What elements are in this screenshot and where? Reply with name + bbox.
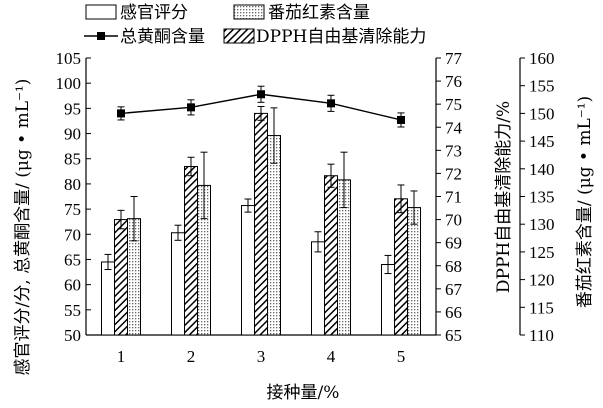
left-tick-label: 65 [64,250,81,269]
x-tick-label: 1 [117,347,126,366]
legend-label-dpph: DPPH自由基清除能力 [256,27,426,47]
right1-tick-label: 76 [445,72,462,91]
right2-tick-label: 125 [529,243,555,262]
left-tick-label: 70 [64,225,81,244]
bar-white [241,205,255,336]
left-tick-label: 105 [56,49,82,68]
legend-label-flavonoid: 总黄酮含量 [120,27,205,47]
right1-tick-label: 77 [445,49,463,68]
left-tick-label: 85 [64,150,81,169]
left-tick-label: 80 [64,175,81,194]
flavonoid-point [327,99,335,108]
legend-label-sensory: 感官评分 [120,3,188,23]
legend-swatch-dots-box [233,4,265,20]
legend-label-lycopene: 番茄红素含量 [268,3,370,23]
right1-tick-label: 73 [445,141,462,160]
bar-white [311,241,325,336]
left-tick-label: 60 [64,276,81,295]
bars [101,105,421,336]
right2-axis-label: 番茄红素含量/ (μg • mL⁻¹) [575,96,595,308]
x-tick-label: 4 [327,347,336,366]
left-tick-label: 100 [56,74,82,93]
right1-tick-label: 74 [445,118,463,137]
bar-hatch [394,198,408,336]
axes: 50 55 60 65 70 75 80 85 90 95 100 105 65 66 67 68 69 70 71… [56,49,555,366]
right1-tick-label: 70 [445,211,462,230]
x-axis-label: 接种量/% [267,383,340,403]
legend-item-sensory: 感官评分 [85,3,188,23]
left-tick-label: 95 [64,99,81,118]
left-tick-label: 90 [64,125,81,144]
right2-tick-label: 150 [529,104,555,123]
legend-swatch-square-marker [97,32,105,40]
bar-dots [267,135,281,336]
bar-dots [407,207,421,336]
right1-tick-label: 67 [445,280,463,299]
x-tick-label: 3 [257,347,266,366]
right2-tick-label: 160 [529,49,555,68]
left-tick-label: 50 [64,326,81,345]
x-tick-label: 5 [397,347,406,366]
right2-tick-label: 140 [529,160,555,179]
right2-tick-label: 120 [529,271,555,290]
right1-tick-label: 65 [445,326,462,345]
right2-tick-label: 135 [529,188,555,207]
left-tick-label: 55 [64,301,81,320]
right1-tick-label: 72 [445,164,462,183]
legend-item-flavonoid: 总黄酮含量 [84,27,205,47]
right2-tick-label: 115 [529,298,554,317]
right2-tick-label: 130 [529,215,555,234]
right1-tick-label: 71 [445,188,462,207]
legend-item-lycopene: 番茄红素含量 [233,3,370,23]
bar-hatch [324,175,338,336]
flavonoid-point [187,103,195,112]
right2-tick-label: 145 [529,132,555,151]
left-axis-label: 感官评分/分, 总黄酮含量/ (μg • mL⁻¹) [13,79,33,376]
legend-item-dpph: DPPH自由基清除能力 [223,27,426,47]
left-tick-label: 75 [64,200,81,219]
bar-white [381,263,395,336]
right2-tick-label: 155 [529,77,555,96]
bar-hatch [114,219,128,336]
right1-tick-label: 69 [445,234,462,253]
right1-tick-label: 66 [445,303,462,322]
bar-white [101,261,115,336]
flavonoid-point [397,115,405,124]
legend-swatch-hatch-box [223,28,255,44]
flavonoid-line-series [117,85,405,128]
right1-axis-label: DPPH自由基清除能力/% [494,101,514,293]
bar-white [171,232,185,336]
legend-swatch-white-box [85,4,117,20]
x-tick-label: 2 [187,347,196,366]
right1-tick-label: 68 [445,257,462,276]
flavonoid-point [117,109,125,118]
bar-hatch [254,112,268,336]
legend: 感官评分 番茄红素含量 总黄酮含量 DPPH自由基清除能力 [84,3,426,47]
flavonoid-point [257,90,265,99]
bar-hatch [184,165,198,336]
right2-tick-label: 110 [529,326,554,345]
right1-tick-label: 75 [445,95,462,114]
